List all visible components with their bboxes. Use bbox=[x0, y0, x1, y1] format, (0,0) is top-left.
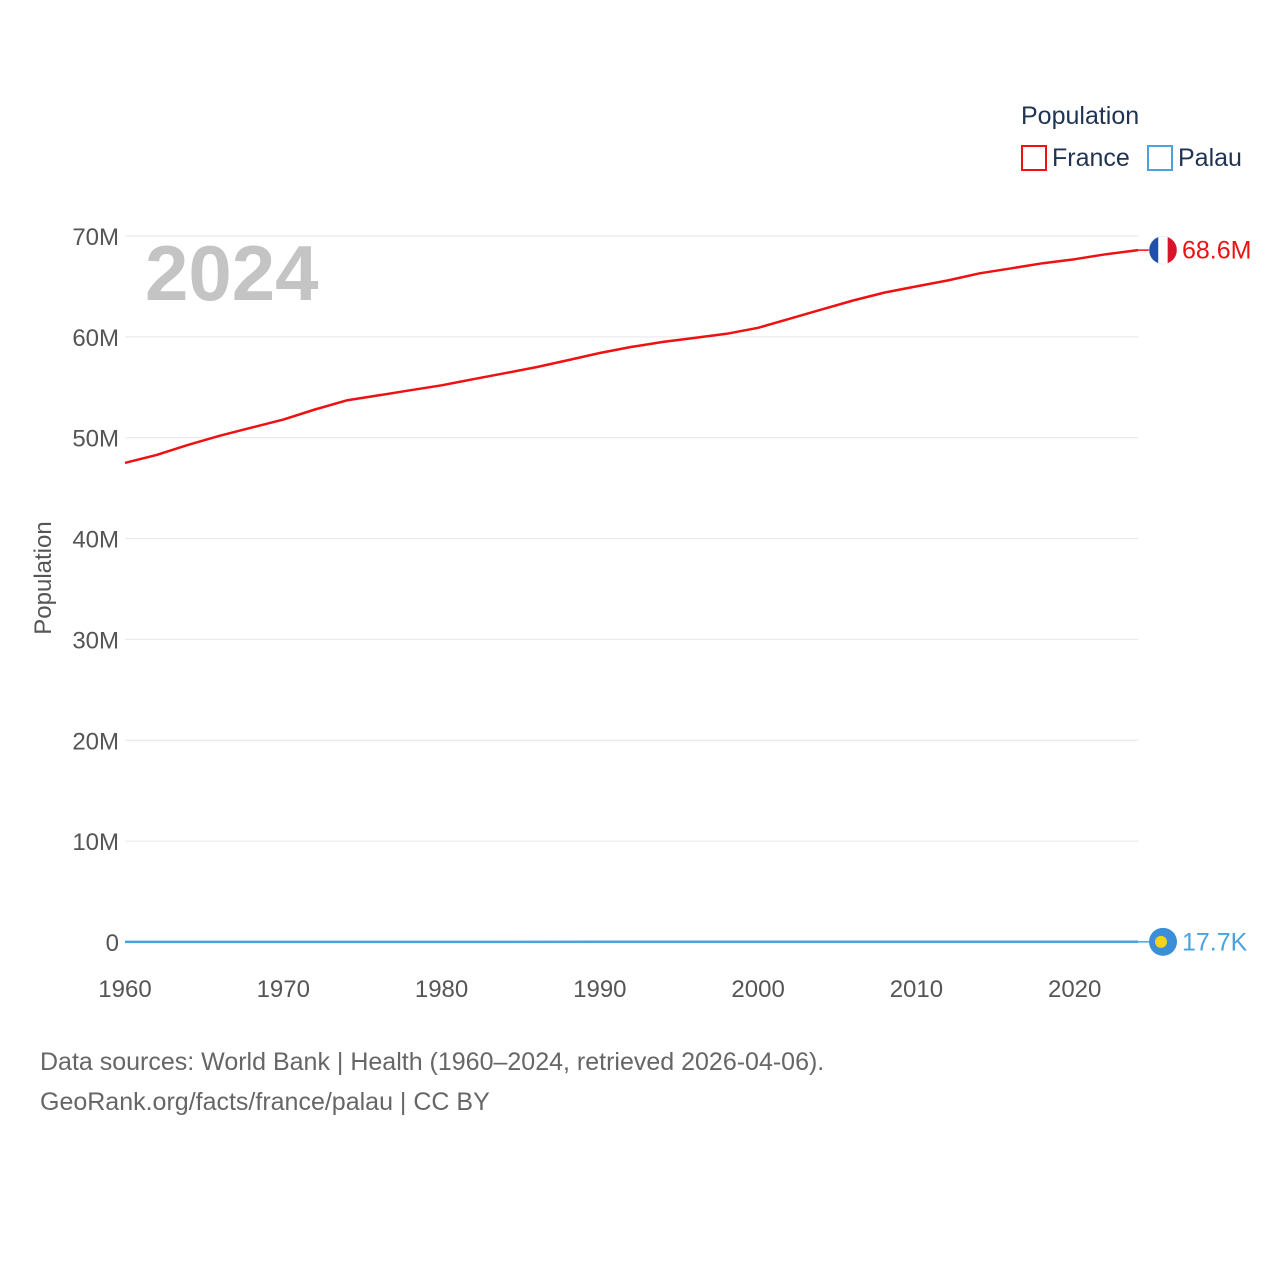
legend-swatch-france bbox=[1021, 145, 1047, 171]
y-tick-label: 20M bbox=[72, 728, 119, 755]
y-tick-label: 10M bbox=[72, 829, 119, 856]
y-tick-label: 70M bbox=[72, 224, 119, 251]
source-note: Data sources: World Bank | Health (1960–… bbox=[40, 1042, 824, 1122]
grid-lines bbox=[125, 235, 1138, 842]
y-axis-label: Population bbox=[30, 521, 57, 634]
y-tick-label: 40M bbox=[72, 527, 119, 554]
x-tick-label: 2010 bbox=[890, 976, 943, 1003]
legend-label-france: France bbox=[1052, 144, 1130, 172]
x-tick-label: 1990 bbox=[573, 976, 626, 1003]
legend-item-france[interactable]: France bbox=[1021, 144, 1130, 172]
y-tick-label: 30M bbox=[72, 627, 119, 654]
x-tick-label: 1960 bbox=[98, 976, 151, 1003]
y-tick-label: 50M bbox=[72, 426, 119, 453]
france-flag-icon bbox=[1148, 235, 1178, 265]
series-line-france[interactable] bbox=[124, 248, 1139, 465]
palau-flag-icon bbox=[1149, 927, 1177, 956]
series-lines bbox=[124, 248, 1139, 944]
legend-swatch-palau bbox=[1147, 145, 1173, 171]
x-tick-label: 1970 bbox=[257, 976, 310, 1003]
current-year-label: 2024 bbox=[145, 229, 319, 317]
x-tick-label: 2020 bbox=[1048, 976, 1101, 1003]
x-axis-ticks: 1960 1970 1980 1990 2000 2010 2020 bbox=[98, 976, 1101, 1003]
series-endpoints: 68.6M 17.7K bbox=[1138, 235, 1251, 956]
y-axis-ticks: 0 10M 20M 30M 40M 50M 60M 70M bbox=[72, 224, 119, 957]
source-line-data: Data sources: World Bank | Health (1960–… bbox=[40, 1048, 825, 1076]
y-tick-label: 0 bbox=[106, 930, 119, 957]
end-value-label-france: 68.6M bbox=[1182, 237, 1251, 265]
x-tick-label: 2000 bbox=[731, 976, 784, 1003]
source-line-attribution[interactable]: GeoRank.org/facts/france/palau | CC BY bbox=[40, 1088, 490, 1116]
legend-label-palau: Palau bbox=[1178, 144, 1242, 172]
x-tick-label: 1980 bbox=[415, 976, 468, 1003]
legend: Population France Palau bbox=[1021, 102, 1242, 172]
legend-item-palau[interactable]: Palau bbox=[1147, 144, 1242, 172]
y-tick-label: 60M bbox=[72, 325, 119, 352]
legend-title: Population bbox=[1021, 102, 1139, 130]
end-value-label-palau: 17.7K bbox=[1182, 928, 1248, 956]
